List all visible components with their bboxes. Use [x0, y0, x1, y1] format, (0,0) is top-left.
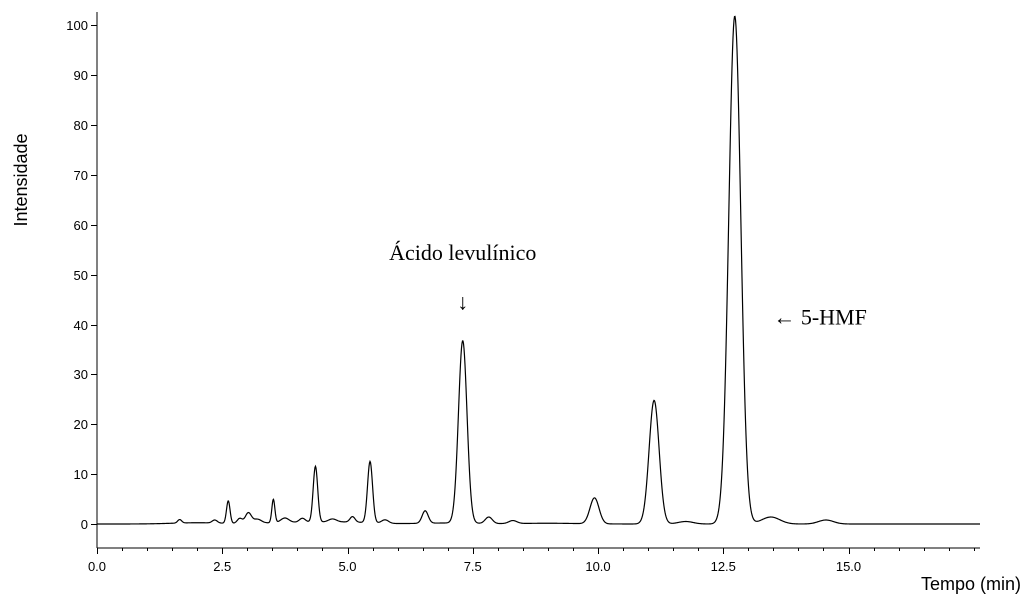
annotations: Ácido levulínico ↓ ← 5-HMF: [389, 240, 867, 330]
y-tick-label: 70: [74, 168, 88, 183]
y-ticks: 0 10 20 30 40 50 60 70 80 90 100: [66, 18, 97, 532]
x-ticks: 0.0 2.5 5.0 7.5 10.0 12.5 15.0: [88, 548, 975, 574]
y-tick-label: 90: [74, 68, 88, 83]
x-tick-label: 15.0: [836, 559, 861, 574]
x-tick-label: 0.0: [88, 559, 106, 574]
x-tick-label: 2.5: [213, 559, 231, 574]
y-tick-label: 100: [66, 18, 88, 33]
chromatogram-trace: [97, 15, 980, 525]
annotation-label: ← 5-HMF: [773, 305, 867, 330]
y-tick-label: 30: [74, 367, 88, 382]
axes: [96, 12, 980, 549]
x-tick-label: 12.5: [711, 559, 736, 574]
x-axis-title: Tempo (min): [921, 574, 1021, 594]
y-tick-label: 0: [81, 517, 88, 532]
y-tick-label: 40: [74, 318, 88, 333]
y-tick-label: 50: [74, 268, 88, 283]
annotation-label: Ácido levulínico: [389, 240, 536, 265]
y-tick-label: 20: [74, 417, 88, 432]
x-tick-label: 5.0: [338, 559, 356, 574]
y-tick-label: 80: [74, 118, 88, 133]
x-tick-label: 10.0: [585, 559, 610, 574]
y-tick-label: 10: [74, 467, 88, 482]
y-axis-title: Intensidade: [11, 133, 31, 226]
y-tick-label: 60: [74, 218, 88, 233]
x-tick-label: 7.5: [464, 559, 482, 574]
annotation-arrow: ↓: [457, 290, 468, 315]
